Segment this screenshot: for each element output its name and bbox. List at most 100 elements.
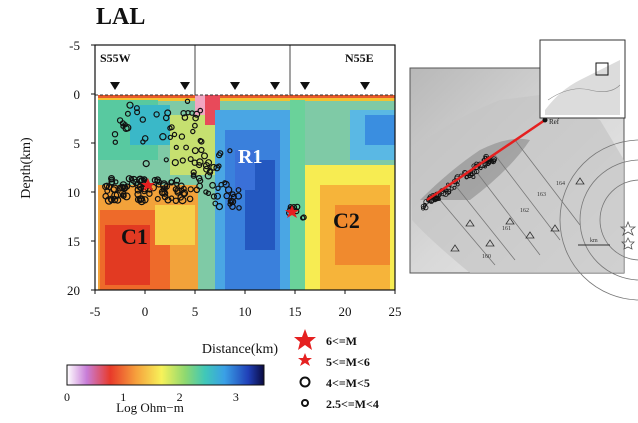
quake-circle bbox=[197, 137, 204, 144]
legend-label-m6: 6<=M bbox=[326, 334, 357, 348]
x-tick-label: -5 bbox=[90, 304, 101, 319]
quake-circle bbox=[110, 195, 119, 204]
annotation-c1: C1 bbox=[121, 224, 148, 249]
quake-circle bbox=[294, 203, 301, 211]
quake-circle bbox=[235, 192, 243, 200]
quake-circle bbox=[160, 182, 169, 191]
quake-circle bbox=[191, 147, 199, 155]
quake-circle bbox=[161, 193, 169, 201]
x-axis-label: Distance(km) bbox=[202, 342, 279, 357]
y-tick-label: 15 bbox=[67, 234, 80, 249]
map-quake-circle bbox=[490, 158, 497, 165]
quake-circle bbox=[300, 214, 307, 221]
y-tick-label: 0 bbox=[74, 87, 81, 102]
annotation-c2: C2 bbox=[333, 208, 360, 233]
quake-circle bbox=[167, 134, 173, 141]
map-quake-circle bbox=[486, 160, 491, 165]
quake-circle bbox=[235, 187, 242, 193]
quake-circle bbox=[181, 114, 189, 121]
quake-circle bbox=[193, 110, 201, 118]
x-tick-label: 0 bbox=[142, 304, 149, 319]
quake-circle bbox=[201, 152, 209, 160]
magnitude-legend: 6<=M 5<=M<6 4<=M<5 2.5<=M<4 bbox=[294, 329, 379, 411]
location-map: Ref 160 161 162 163 164 km bbox=[409, 39, 638, 301]
quake-circle bbox=[229, 191, 236, 198]
y-tick-label: 20 bbox=[67, 283, 80, 298]
x-tick-label: 10 bbox=[239, 304, 252, 319]
map-quake-circle bbox=[422, 202, 427, 207]
map-quake-circle bbox=[482, 161, 488, 167]
map-quake-circle bbox=[489, 158, 494, 162]
quake-circle bbox=[236, 205, 242, 211]
quake-circle bbox=[183, 144, 190, 151]
quake-circle bbox=[126, 101, 134, 109]
quake-circle bbox=[162, 114, 170, 122]
quake-circle bbox=[216, 163, 222, 169]
station-triangle bbox=[360, 82, 370, 90]
quake-circle bbox=[227, 148, 233, 154]
quake-circle bbox=[195, 175, 203, 182]
colorbar-tick-label: 2 bbox=[177, 390, 183, 404]
quake-circle bbox=[102, 192, 110, 200]
quake-circle bbox=[134, 196, 142, 204]
quake-circle bbox=[153, 111, 160, 118]
quake-circle bbox=[215, 203, 223, 211]
quake-circle bbox=[168, 179, 175, 186]
quake-circle bbox=[197, 107, 204, 114]
x-tick-label: 20 bbox=[339, 304, 352, 319]
station-triangle bbox=[300, 82, 310, 90]
quake-circle bbox=[142, 160, 150, 168]
quake-circle bbox=[156, 179, 163, 185]
y-axis-label: Depth(km) bbox=[19, 137, 34, 199]
station-markers bbox=[110, 82, 370, 90]
quake-circle bbox=[114, 196, 122, 204]
x-axis: -5 0 5 10 15 20 25 bbox=[90, 290, 402, 319]
map-quake-circle bbox=[455, 182, 460, 187]
quake-circle bbox=[180, 109, 187, 117]
x-tick-label: 5 bbox=[192, 304, 199, 319]
quake-circle bbox=[191, 122, 198, 129]
quake-circle bbox=[222, 180, 228, 186]
map-quake-circle bbox=[442, 190, 449, 197]
quake-circle bbox=[134, 186, 142, 194]
quake-circle bbox=[198, 146, 205, 154]
quake-circle bbox=[203, 189, 209, 195]
contour-label: 160 bbox=[482, 254, 491, 260]
quake-circle bbox=[158, 188, 167, 197]
colorbar-tick-label: 1 bbox=[120, 390, 126, 404]
annotation-r1: R1 bbox=[238, 146, 262, 168]
quake-circle bbox=[140, 139, 146, 145]
contour-label: 164 bbox=[556, 181, 565, 187]
section-right-label: N55E bbox=[345, 51, 374, 65]
quake-circle bbox=[184, 98, 191, 105]
quake-circle bbox=[178, 133, 186, 140]
map-quake-circle bbox=[420, 203, 427, 210]
quake-circle bbox=[122, 121, 128, 128]
quake-circle bbox=[173, 177, 181, 184]
quake-circle bbox=[190, 169, 197, 176]
section-left-label: S55W bbox=[100, 51, 131, 65]
quake-circle bbox=[223, 192, 231, 200]
quake-circle bbox=[128, 179, 137, 188]
quake-circle bbox=[168, 124, 175, 131]
quake-circle bbox=[104, 196, 114, 205]
station-triangle bbox=[110, 82, 120, 90]
quake-circle bbox=[132, 178, 140, 187]
legend-large-circle bbox=[299, 376, 311, 388]
quake-circle bbox=[174, 181, 180, 187]
quake-circle bbox=[136, 195, 145, 204]
legend-small-star bbox=[298, 353, 312, 366]
quake-circle bbox=[178, 196, 187, 205]
legend-large-star bbox=[294, 329, 316, 350]
map-quake-circle bbox=[483, 155, 487, 160]
legend-label-m4: 4<=M<5 bbox=[326, 376, 370, 390]
colorbar-label: Log Ohm−m bbox=[116, 400, 184, 415]
quake-circle bbox=[122, 192, 131, 201]
colorbar-tick-label: 3 bbox=[233, 390, 239, 404]
figure-title: LAL bbox=[96, 4, 146, 30]
quake-circle bbox=[139, 116, 146, 123]
quake-circle bbox=[146, 190, 153, 197]
quake-circle bbox=[186, 195, 194, 203]
quake-circle bbox=[209, 181, 217, 189]
